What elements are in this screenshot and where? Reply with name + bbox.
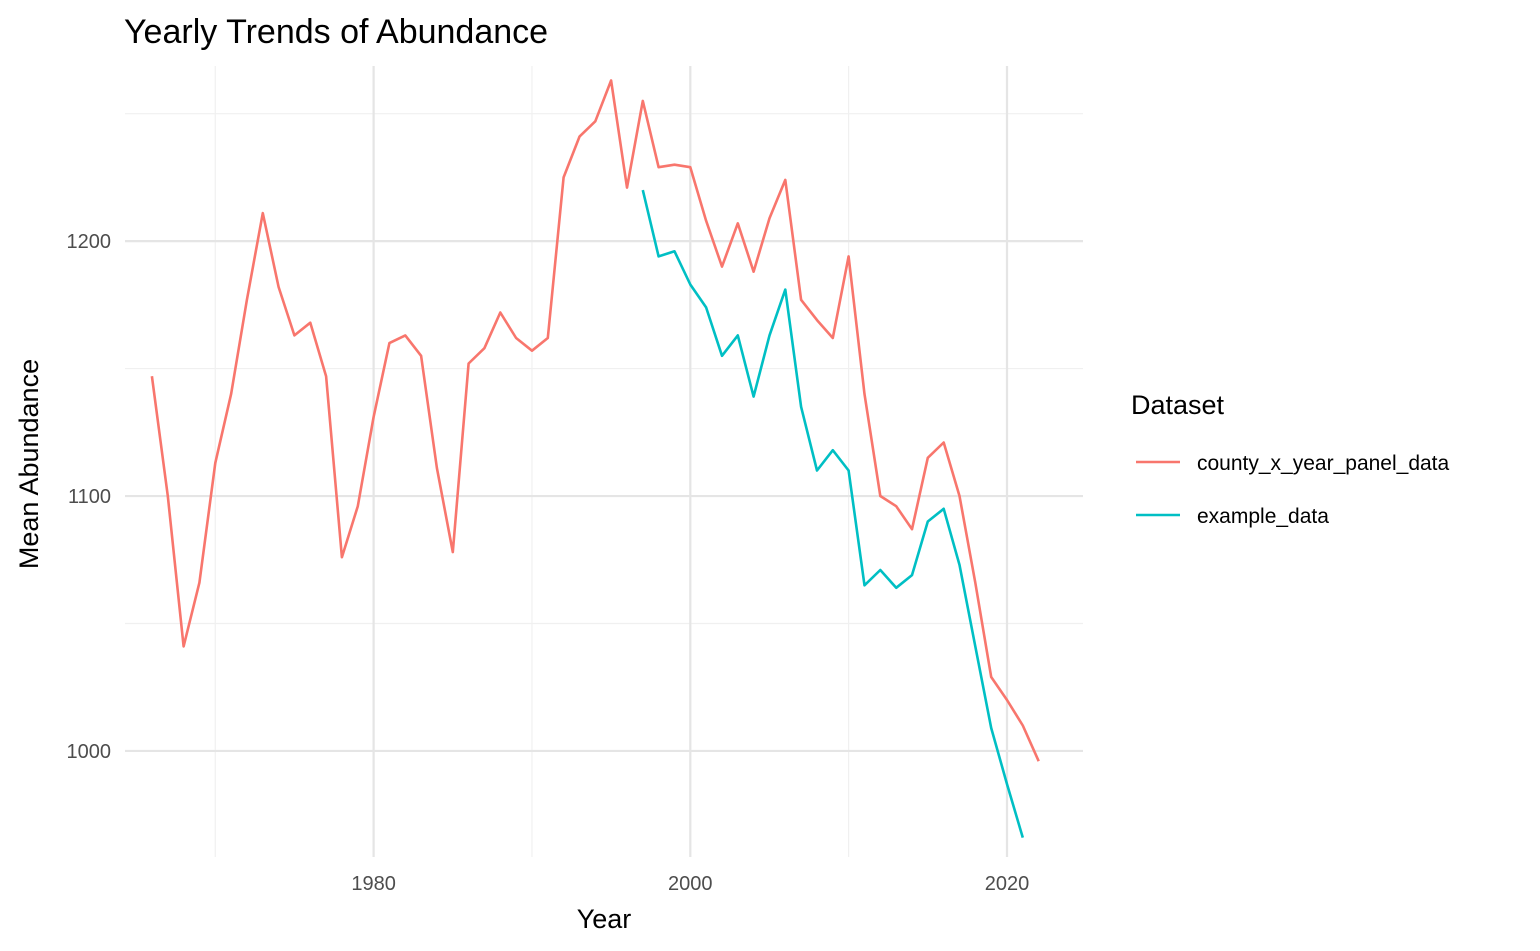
series-line-county-x-year-panel-data: [150, 79, 1040, 762]
x-tick-label: 1980: [351, 873, 396, 895]
y-tick-label: 1000: [67, 741, 112, 763]
legend-label: example_data: [1197, 505, 1329, 528]
x-tick-label: 2020: [985, 873, 1030, 895]
grid: [125, 66, 1083, 857]
legend-label: county_x_year_panel_data: [1197, 452, 1450, 475]
axis-ticks: 1980 2000 2020 1000 1100 1200: [67, 231, 1030, 895]
x-tick-label: 2000: [668, 873, 713, 895]
series-lines: [150, 79, 1040, 838]
legend-title: Dataset: [1131, 390, 1225, 420]
series-line-example-data: [641, 189, 1025, 838]
y-tick-label: 1200: [67, 231, 112, 253]
y-axis-title: Mean Abundance: [14, 359, 44, 569]
legend: Dataset county_x_year_panel_data example_…: [1131, 390, 1450, 528]
y-tick-label: 1100: [68, 486, 111, 508]
chart-title: Yearly Trends of Abundance: [124, 13, 548, 51]
x-axis-title: Year: [577, 904, 632, 934]
